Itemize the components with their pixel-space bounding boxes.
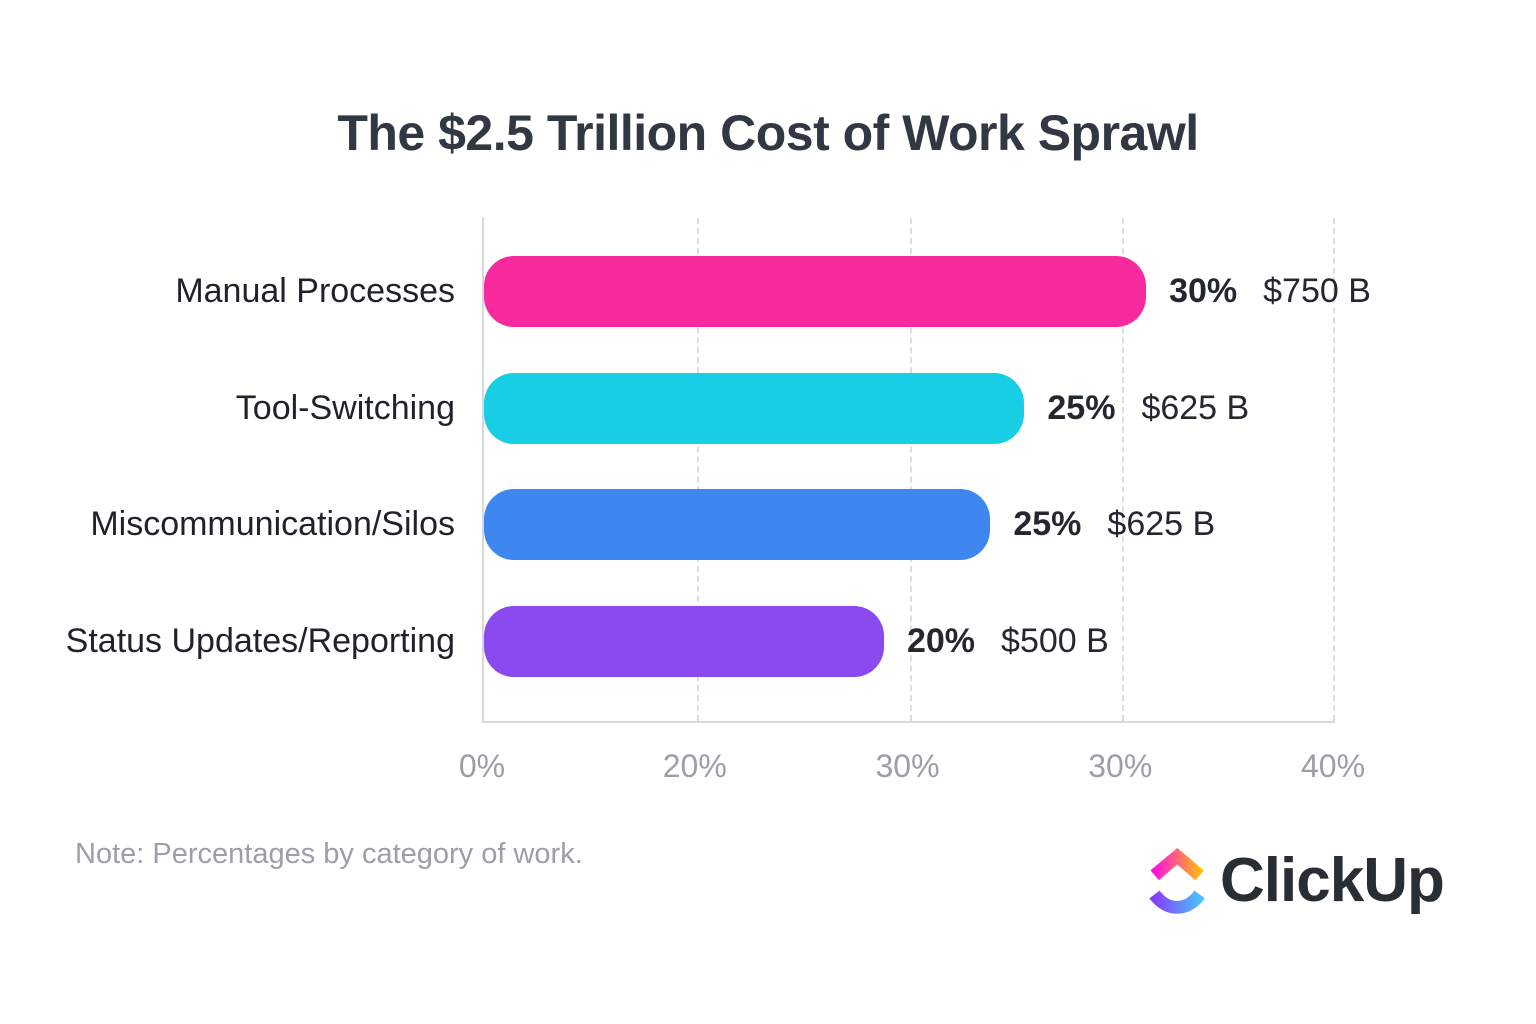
percent-label: 25% bbox=[1047, 389, 1116, 427]
percent-label: 25% bbox=[1013, 505, 1082, 543]
footnote: Note: Percentages by category of work. bbox=[75, 838, 583, 870]
amount-label: $500 B bbox=[1001, 622, 1109, 660]
bar-manual-processes bbox=[484, 256, 1147, 327]
gridline-30pct-b bbox=[1122, 218, 1125, 721]
category-label-miscommunication-silos: Miscommunication/Silos bbox=[90, 505, 455, 543]
amount-label: $625 B bbox=[1107, 505, 1216, 543]
amount-label: $750 B bbox=[1263, 272, 1371, 310]
x-axis: 0% 20% 30% 30% 40% bbox=[459, 748, 1365, 798]
chart-title: The $2.5 Trillion Cost of Work Sprawl bbox=[337, 105, 1199, 161]
clickup-logo-text: ClickUp bbox=[1220, 846, 1445, 915]
category-label-manual-processes: Manual Processes bbox=[175, 272, 455, 310]
bar-row-tool-switching: 25% $625 B bbox=[484, 373, 1335, 444]
bar-status-updates bbox=[484, 606, 884, 677]
amount-label: $625 B bbox=[1141, 389, 1250, 427]
bar-miscommunication-silos bbox=[484, 489, 991, 560]
percent-label: 30% bbox=[1169, 272, 1238, 310]
bar-row-manual-processes: 30% $750 B bbox=[484, 256, 1371, 327]
x-tick-30b: 30% bbox=[1088, 748, 1153, 784]
bar-row-status-updates: 20% $500 B bbox=[484, 606, 1335, 677]
x-tick-30: 30% bbox=[875, 748, 940, 784]
x-tick-20: 20% bbox=[662, 748, 727, 784]
x-tick-40: 40% bbox=[1300, 748, 1366, 784]
clickup-logo: ClickUp bbox=[1148, 845, 1445, 916]
clickup-logo-icon bbox=[1149, 847, 1205, 914]
bar-tool-switching bbox=[484, 373, 1025, 444]
category-label-tool-switching: Tool-Switching bbox=[235, 389, 455, 427]
gridline-20pct bbox=[696, 218, 699, 721]
plot-area: 30% $750 B 25% $625 B 25% $625 B 20% $50… bbox=[482, 218, 1371, 723]
bar-row-miscommunication-silos: 25% $625 B bbox=[484, 489, 1335, 560]
x-tick-0: 0% bbox=[458, 748, 506, 784]
gridline-30pct bbox=[909, 218, 912, 721]
category-labels: Manual Processes Tool-Switching Miscommu… bbox=[0, 218, 455, 721]
gridline-40pct bbox=[1333, 218, 1335, 721]
percent-label: 20% bbox=[906, 622, 976, 660]
category-label-status-updates: Status Updates/Reporting bbox=[65, 622, 455, 660]
